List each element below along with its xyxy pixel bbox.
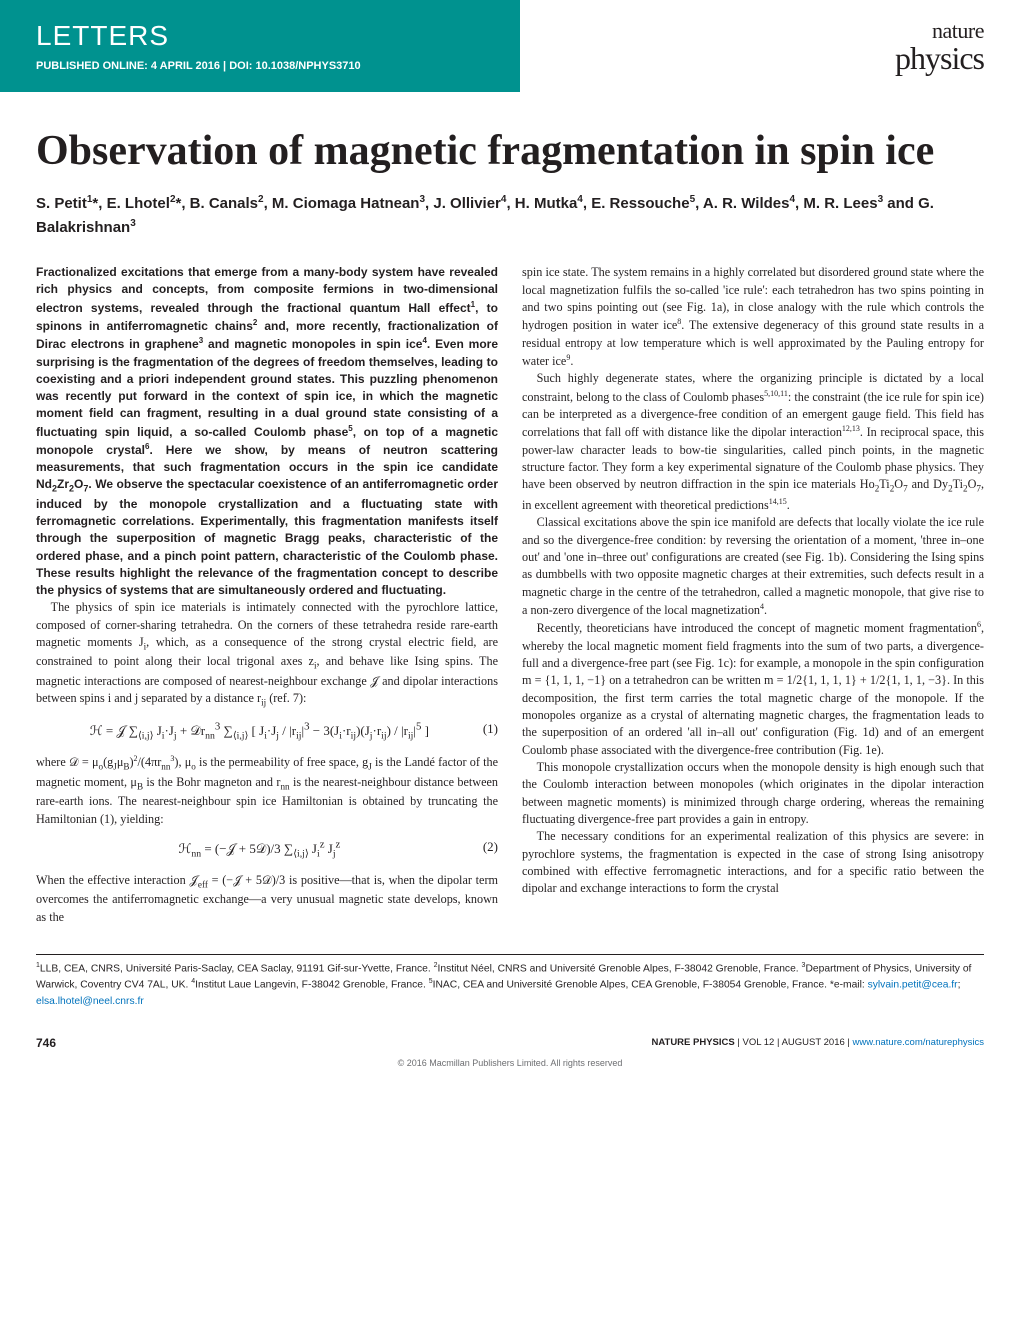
body-paragraph: Recently, theoreticians have introduced … <box>522 619 984 759</box>
header-bar: LETTERS PUBLISHED ONLINE: 4 APRIL 2016 |… <box>0 0 1020 92</box>
affiliation-rule <box>36 954 984 955</box>
doi[interactable]: DOI: 10.1038/NPHYS3710 <box>229 60 360 72</box>
footer-citation: NATURE PHYSICS | VOL 12 | AUGUST 2016 | … <box>652 1037 985 1048</box>
body-paragraph: The physics of spin ice materials is int… <box>36 599 498 709</box>
equation-body: ℋnn = (−𝒥 + 5𝒟)/3 ∑⟨i,j⟩ Jiz Jjz <box>178 841 340 856</box>
abstract: Fractionalized excitations that emerge f… <box>36 264 498 599</box>
section-label: LETTERS <box>36 20 492 52</box>
copyright: © 2016 Macmillan Publishers Limited. All… <box>0 1054 1020 1082</box>
right-column: spin ice state. The system remains in a … <box>522 264 984 926</box>
publication-line: PUBLISHED ONLINE: 4 APRIL 2016 | DOI: 10… <box>36 60 492 72</box>
equation-body: ℋ = 𝒥 ∑⟨i,j⟩ Ji·Jj + 𝒟rnn3 ∑⟨i,j⟩ [ Ji·J… <box>90 723 429 738</box>
section-banner: LETTERS PUBLISHED ONLINE: 4 APRIL 2016 |… <box>0 0 520 92</box>
equation-1: ℋ = 𝒥 ∑⟨i,j⟩ Ji·Jj + 𝒟rnn3 ∑⟨i,j⟩ [ Ji·J… <box>36 720 498 744</box>
equation-number: (1) <box>483 720 498 738</box>
equation-2: ℋnn = (−𝒥 + 5𝒟)/3 ∑⟨i,j⟩ Jiz Jjz (2) <box>36 838 498 862</box>
body-paragraph: This monopole crystallization occurs whe… <box>522 759 984 828</box>
affiliations: 1LLB, CEA, CNRS, Université Paris-Saclay… <box>0 961 1020 1030</box>
body-columns: Fractionalized excitations that emerge f… <box>0 264 1020 926</box>
pub-date: PUBLISHED ONLINE: 4 APRIL 2016 | <box>36 60 229 72</box>
body-paragraph: Classical excitations above the spin ice… <box>522 514 984 619</box>
body-paragraph: where 𝒟 = μo(gJμB)2/(4πrnn3), μo is the … <box>36 753 498 828</box>
author-list: S. Petit1*, E. Lhotel2*, B. Canals2, M. … <box>0 192 1020 264</box>
left-column: Fractionalized excitations that emerge f… <box>36 264 498 926</box>
equation-number: (2) <box>483 838 498 856</box>
page-number: 746 <box>36 1036 56 1050</box>
body-paragraph: When the effective interaction 𝒥eff = (−… <box>36 872 498 926</box>
journal-logo: nature physics <box>895 0 1020 73</box>
body-paragraph: The necessary conditions for an experime… <box>522 828 984 897</box>
page-footer: 746 NATURE PHYSICS | VOL 12 | AUGUST 201… <box>0 1030 1020 1054</box>
body-paragraph: Such highly degenerate states, where the… <box>522 370 984 514</box>
body-paragraph: spin ice state. The system remains in a … <box>522 264 984 370</box>
article-title: Observation of magnetic fragmentation in… <box>0 92 1020 192</box>
journal-name-bottom: physics <box>895 44 984 73</box>
